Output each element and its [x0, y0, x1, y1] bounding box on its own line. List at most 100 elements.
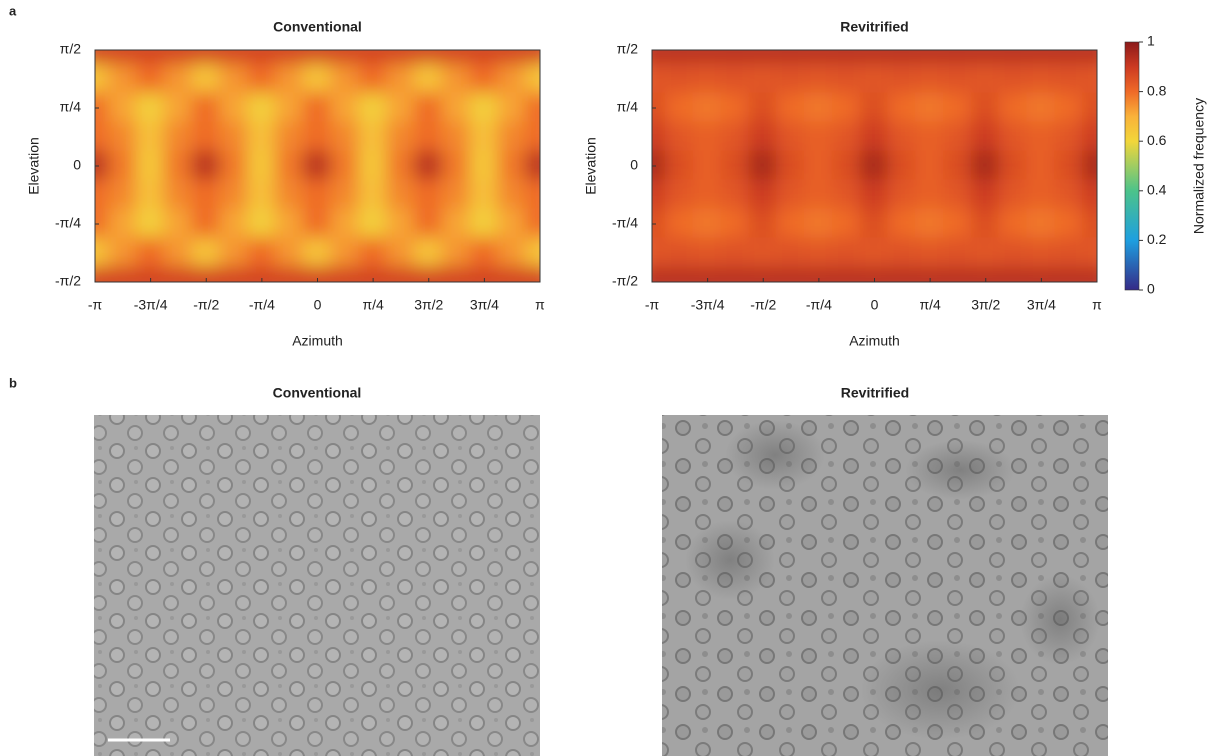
heatmap-cell — [414, 122, 444, 153]
heatmap-cell — [943, 151, 973, 182]
heatmap-cell — [999, 151, 1029, 182]
heatmap-cell — [191, 93, 221, 124]
heatmap-cell — [999, 64, 1029, 95]
x-tick-label: -3π/4 — [691, 297, 725, 313]
heatmap-cell — [860, 209, 890, 240]
heatmap-cell — [748, 238, 778, 269]
heatmap-cell — [247, 93, 277, 124]
heatmap-cell — [804, 238, 834, 269]
y-axis-label: Elevation — [583, 137, 599, 195]
x-tick-label: π/4 — [919, 297, 941, 313]
heatmap-clip — [637, 35, 1112, 298]
heatmap-cell — [693, 122, 723, 153]
x-tick-label: 0 — [871, 297, 879, 313]
colorbar-tick-label: 0.8 — [1147, 82, 1167, 98]
heatmap-cell — [832, 64, 862, 95]
heatmap-cell — [303, 238, 333, 269]
x-axis-label: Azimuth — [292, 333, 343, 349]
y-tick-label: -π/4 — [55, 215, 81, 231]
heatmap-cell — [136, 64, 166, 95]
heatmap-cell — [748, 180, 778, 211]
heatmap-cell — [414, 151, 444, 182]
heatmap-cell — [1026, 209, 1056, 240]
colorbar-tick-label: 0.4 — [1147, 182, 1167, 198]
y-tick-label: -π/2 — [55, 273, 81, 289]
heatmap-cell — [776, 209, 806, 240]
heatmap-cell — [191, 180, 221, 211]
heatmap-cell — [748, 122, 778, 153]
heatmap-cell — [860, 93, 890, 124]
heatmap-cell — [386, 238, 416, 269]
heatmap-cell — [721, 122, 751, 153]
heatmap-cell — [721, 209, 751, 240]
heatmap-cell — [915, 209, 945, 240]
heatmap-cell — [358, 180, 388, 211]
heatmap-cell — [1054, 93, 1084, 124]
heatmap-cell — [275, 64, 305, 95]
heatmap-cell — [191, 238, 221, 269]
heatmap-cell — [108, 93, 138, 124]
heatmap-cell — [665, 93, 695, 124]
heatmap-cell — [219, 238, 249, 269]
heatmap-cell — [776, 122, 806, 153]
heatmap-cell — [386, 180, 416, 211]
heatmap-cell — [164, 151, 194, 182]
heatmap-cell — [721, 180, 751, 211]
heatmap-cell — [136, 238, 166, 269]
heatmap-cell — [330, 238, 360, 269]
heatmap-cell — [164, 209, 194, 240]
heatmap-cell — [414, 64, 444, 95]
heatmap-cell — [469, 122, 499, 153]
heatmap-cell — [1054, 151, 1084, 182]
heatmap-cell — [665, 209, 695, 240]
heatmap-cell — [721, 151, 751, 182]
heatmap-cell — [804, 93, 834, 124]
heatmap-cell — [776, 64, 806, 95]
x-tick-label: π — [535, 297, 545, 313]
heatmap-cell — [358, 238, 388, 269]
colorbar-tick-label: 0 — [1147, 281, 1155, 297]
figure: a b Conventional Revitrified Conventiona… — [0, 0, 1215, 756]
heatmap-cell — [191, 209, 221, 240]
heatmap-cell — [164, 180, 194, 211]
x-tick-label: -π/2 — [750, 297, 776, 313]
heatmap-cell — [275, 180, 305, 211]
micrograph-image — [94, 415, 540, 756]
heatmap-cell — [497, 180, 527, 211]
heatmap-cell — [303, 93, 333, 124]
heatmap-cell — [776, 238, 806, 269]
heatmap-cell — [693, 180, 723, 211]
heatmap-cell — [330, 64, 360, 95]
heatmap-cell — [1054, 64, 1084, 95]
y-tick-label: -π/4 — [612, 215, 638, 231]
y-tick-label: π/4 — [617, 99, 639, 115]
heatmap-cell — [693, 209, 723, 240]
panel-label: b — [9, 375, 17, 390]
heatmap-cell — [497, 93, 527, 124]
y-tick-label: 0 — [73, 157, 81, 173]
heatmap-cell — [442, 151, 472, 182]
heatmap-cell — [693, 238, 723, 269]
heatmap-cell — [971, 151, 1001, 182]
heatmap-cell — [275, 238, 305, 269]
heatmap-cell — [386, 209, 416, 240]
heatmap-cell — [164, 122, 194, 153]
heatmap-cell — [971, 209, 1001, 240]
heatmap-cell — [943, 64, 973, 95]
heatmap-cell — [721, 238, 751, 269]
heatmap-cell — [1026, 122, 1056, 153]
heatmap-cell — [330, 93, 360, 124]
heatmap-cell — [469, 180, 499, 211]
heatmap-clip — [80, 35, 555, 298]
heatmap-cell — [999, 209, 1029, 240]
heatmap-cell — [999, 122, 1029, 153]
x-tick-label: π/4 — [362, 297, 384, 313]
heatmap-cell — [330, 122, 360, 153]
heatmap-cell — [776, 180, 806, 211]
heatmap-cell — [748, 93, 778, 124]
colorbar-label: Normalized frequency — [1191, 98, 1207, 234]
heatmap-cell — [275, 209, 305, 240]
micrograph-title: Revitrified — [841, 385, 909, 401]
heatmap-cell — [136, 122, 166, 153]
heatmap-cell — [386, 93, 416, 124]
